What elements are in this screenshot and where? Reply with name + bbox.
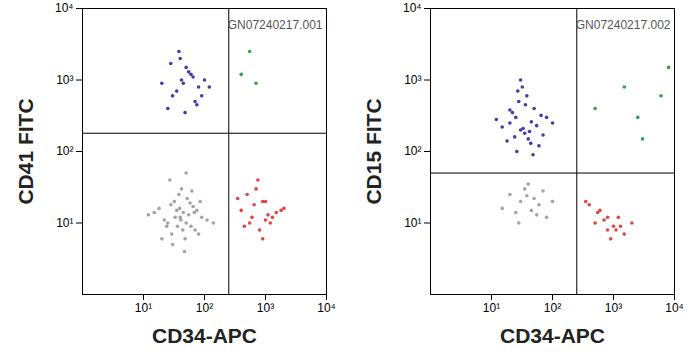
svg-text:10⁴: 10⁴ bbox=[403, 1, 422, 15]
svg-text:10²: 10² bbox=[544, 301, 561, 315]
svg-text:10³: 10³ bbox=[404, 73, 421, 87]
svg-text:10⁴: 10⁴ bbox=[317, 301, 336, 315]
svg-text:10³: 10³ bbox=[605, 301, 622, 315]
svg-text:10⁴: 10⁴ bbox=[55, 1, 74, 15]
svg-text:10¹: 10¹ bbox=[483, 301, 500, 315]
svg-text:CD15 FITC: CD15 FITC bbox=[362, 98, 385, 204]
svg-text:10³: 10³ bbox=[257, 301, 274, 315]
svg-text:10¹: 10¹ bbox=[56, 216, 73, 230]
svg-text:CD34-APC: CD34-APC bbox=[500, 324, 605, 347]
svg-text:GN07240217.001: GN07240217.001 bbox=[228, 18, 323, 32]
svg-text:10²: 10² bbox=[196, 301, 213, 315]
svg-text:CD41 FITC: CD41 FITC bbox=[14, 98, 37, 204]
svg-text:10³: 10³ bbox=[56, 73, 73, 87]
svg-text:GN07240217.002: GN07240217.002 bbox=[576, 18, 671, 32]
svg-text:10²: 10² bbox=[56, 144, 73, 158]
svg-text:10⁴: 10⁴ bbox=[665, 301, 684, 315]
svg-text:10¹: 10¹ bbox=[135, 301, 152, 315]
svg-text:10¹: 10¹ bbox=[404, 216, 421, 230]
svg-text:CD34-APC: CD34-APC bbox=[152, 324, 257, 347]
svg-text:10²: 10² bbox=[404, 144, 421, 158]
